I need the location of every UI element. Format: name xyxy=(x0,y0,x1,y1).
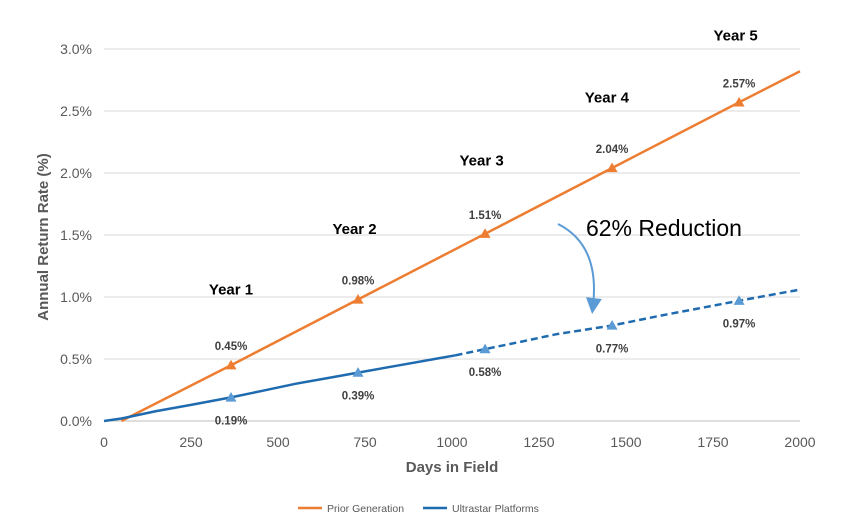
year-label: Year 5 xyxy=(714,27,758,44)
marker-prior-generation xyxy=(606,162,618,173)
data-label-prior-generation: 2.04% xyxy=(596,144,629,156)
reduction-annotation: 62% Reduction xyxy=(586,215,742,241)
marker-ultrastar-platforms xyxy=(733,295,745,305)
legend-label-prior-generation: Prior Generation xyxy=(327,503,404,515)
x-tick-label: 1250 xyxy=(523,434,554,450)
data-label-prior-generation: 2.57% xyxy=(723,78,756,90)
y-tick-label: 2.5% xyxy=(60,103,92,119)
y-tick-label: 2.0% xyxy=(60,165,92,181)
year-labels: Year 1 Year 2 Year 3 Year 4 Year 5 xyxy=(209,27,758,298)
legend: Prior Generation Ultrastar Platforms xyxy=(298,503,539,515)
annotations: 62% Reduction xyxy=(557,215,742,314)
x-tick-label: 1750 xyxy=(697,434,728,450)
year-label: Year 3 xyxy=(459,153,503,170)
marker-ultrastar-platforms xyxy=(225,391,237,402)
x-axis-title: Days in Field xyxy=(406,459,499,476)
gridlines xyxy=(104,48,800,360)
year-label: Year 1 xyxy=(209,282,253,299)
y-tick-label: 3.0% xyxy=(60,41,92,57)
marker-prior-generation xyxy=(352,293,364,304)
marker-ultrastar-platforms xyxy=(606,320,618,330)
reduction-arrow xyxy=(557,223,602,314)
legend-label-ultrastar-platforms: Ultrastar Platforms xyxy=(452,503,539,515)
y-axis-tick-labels: 0.0% 0.5% 1.0% 1.5% 2.0% 2.5% 3.0% xyxy=(60,41,92,429)
y-tick-label: 1.5% xyxy=(60,227,92,243)
marker-prior-generation xyxy=(733,96,745,107)
x-tick-label: 500 xyxy=(266,434,290,450)
y-tick-label: 1.0% xyxy=(60,289,92,305)
y-axis-title: Annual Return Rate (%) xyxy=(35,153,52,321)
series-markers xyxy=(225,96,745,402)
marker-ultrastar-platforms xyxy=(352,367,364,377)
x-tick-label: 250 xyxy=(179,434,203,450)
data-label-ultrastar-platforms: 0.77% xyxy=(596,344,629,356)
x-tick-label: 1000 xyxy=(436,434,467,450)
x-tick-label: 1500 xyxy=(610,434,641,450)
data-label-ultrastar-platforms: 0.39% xyxy=(342,391,375,403)
data-label-ultrastar-platforms: 0.58% xyxy=(469,367,502,379)
x-axis-tick-labels: 0 250 500 750 1000 1250 1500 1750 2000 xyxy=(100,434,816,450)
data-label-ultrastar-platforms: 0.97% xyxy=(723,319,756,331)
year-label: Year 4 xyxy=(585,89,630,106)
data-label-prior-generation: 1.51% xyxy=(469,210,502,222)
marker-ultrastar-platforms xyxy=(479,343,491,354)
x-tick-label: 2000 xyxy=(784,434,815,450)
marker-prior-generation xyxy=(225,359,237,370)
series-line-ultrastar-platforms xyxy=(103,354,456,423)
marker-prior-generation xyxy=(479,228,491,238)
y-tick-label: 0.0% xyxy=(60,413,92,429)
data-labels: 0.45% 0.98% 1.51% 2.04% 2.57% 0.19% 0.39% 0.58%… xyxy=(215,78,756,427)
data-label-prior-generation: 0.98% xyxy=(342,275,375,287)
data-label-ultrastar-platforms: 0.19% xyxy=(215,415,248,427)
x-tick-label: 0 xyxy=(100,434,108,450)
x-tick-label: 750 xyxy=(353,434,377,450)
data-label-prior-generation: 0.45% xyxy=(215,341,248,353)
y-tick-label: 0.5% xyxy=(60,351,92,367)
year-label: Year 2 xyxy=(332,221,376,238)
series-lines xyxy=(103,70,801,423)
series-line-prior-generation xyxy=(120,70,801,423)
